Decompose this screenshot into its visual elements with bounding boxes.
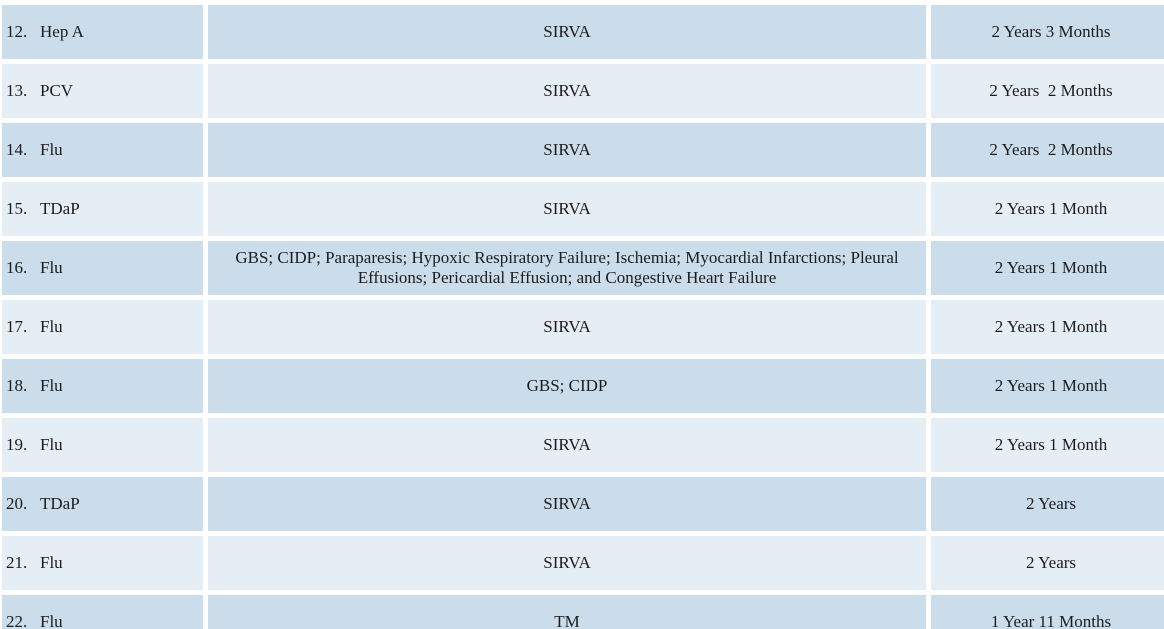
- row-number: 12.: [6, 22, 28, 41]
- table-row: 17. Flu SIRVA 2 Years 1 Month: [2, 300, 1164, 354]
- injury-cell: SIRVA: [208, 5, 926, 59]
- duration-cell: 2 Years 1 Month: [931, 300, 1164, 354]
- duration-cell: 2 Years: [931, 477, 1164, 531]
- table-row: 15. TDaP SIRVA 2 Years 1 Month: [2, 182, 1164, 236]
- duration-cell: 1 Year 11 Months: [931, 595, 1164, 629]
- duration-cell: 2 Years: [931, 536, 1164, 590]
- vaccine-name: Flu: [40, 553, 63, 572]
- table-body: 12. Hep A SIRVA 2 Years 3 Months 13. PCV S…: [2, 5, 1164, 629]
- duration-cell: 2 Years 1 Month: [931, 182, 1164, 236]
- vaccine-name: Flu: [40, 376, 63, 395]
- vaccine-cell: 19. Flu: [2, 418, 203, 472]
- table-row: 16. Flu GBS; CIDP; Paraparesis; Hypoxic R…: [2, 241, 1164, 295]
- vaccine-cell: 12. Hep A: [2, 5, 203, 59]
- row-number: 18.: [6, 376, 28, 395]
- table-row: 20. TDaP SIRVA 2 Years: [2, 477, 1164, 531]
- injury-cell: SIRVA: [208, 536, 926, 590]
- duration-cell: 2 Years 1 Month: [931, 418, 1164, 472]
- vaccine-cell: 14. Flu: [2, 123, 203, 177]
- duration-cell: 2 Years 2 Months: [931, 123, 1164, 177]
- vaccine-cell: 18. Flu: [2, 359, 203, 413]
- table-row: 19. Flu SIRVA 2 Years 1 Month: [2, 418, 1164, 472]
- vaccine-cell: 21. Flu: [2, 536, 203, 590]
- duration-cell: 2 Years 1 Month: [931, 241, 1164, 295]
- row-number: 15.: [6, 199, 28, 218]
- table-row: 12. Hep A SIRVA 2 Years 3 Months: [2, 5, 1164, 59]
- vaccine-cell: 17. Flu: [2, 300, 203, 354]
- vaccine-name: Hep A: [40, 22, 84, 41]
- vaccine-name: Flu: [40, 140, 63, 159]
- row-number: 20.: [6, 494, 28, 513]
- injury-cell: SIRVA: [208, 123, 926, 177]
- injury-cell: GBS; CIDP; Paraparesis; Hypoxic Respirat…: [208, 241, 926, 295]
- table-row: 22. Flu TM 1 Year 11 Months: [2, 595, 1164, 629]
- table-row: 21. Flu SIRVA 2 Years: [2, 536, 1164, 590]
- injury-cell: SIRVA: [208, 182, 926, 236]
- row-number: 19.: [6, 435, 28, 454]
- vaccine-cell: 13. PCV: [2, 64, 203, 118]
- row-number: 22.: [6, 612, 28, 629]
- vaccine-name: TDaP: [40, 494, 80, 513]
- row-number: 14.: [6, 140, 28, 159]
- vaccine-name: Flu: [40, 258, 63, 277]
- table-row: 13. PCV SIRVA 2 Years 2 Months: [2, 64, 1164, 118]
- duration-cell: 2 Years 1 Month: [931, 359, 1164, 413]
- table-row: 18. Flu GBS; CIDP 2 Years 1 Month: [2, 359, 1164, 413]
- vaccine-cell: 16. Flu: [2, 241, 203, 295]
- vaccine-name: Flu: [40, 435, 63, 454]
- row-number: 16.: [6, 258, 28, 277]
- row-number: 13.: [6, 81, 28, 100]
- injury-cell: SIRVA: [208, 64, 926, 118]
- injury-cell: GBS; CIDP: [208, 359, 926, 413]
- vaccine-name: TDaP: [40, 199, 80, 218]
- vaccine-name: Flu: [40, 317, 63, 336]
- vaccine-name: PCV: [40, 81, 74, 100]
- row-number: 17.: [6, 317, 28, 336]
- row-number: 21.: [6, 553, 28, 572]
- duration-cell: 2 Years 3 Months: [931, 5, 1164, 59]
- injury-cell: SIRVA: [208, 477, 926, 531]
- vaccine-name: Flu: [40, 612, 63, 629]
- injury-cell: TM: [208, 595, 926, 629]
- vaccine-cell: 20. TDaP: [2, 477, 203, 531]
- duration-cell: 2 Years 2 Months: [931, 64, 1164, 118]
- injury-cell: SIRVA: [208, 418, 926, 472]
- vaccine-cell: 22. Flu: [2, 595, 203, 629]
- injury-cell: SIRVA: [208, 300, 926, 354]
- table-row: 14. Flu SIRVA 2 Years 2 Months: [2, 123, 1164, 177]
- vaccine-cell: 15. TDaP: [2, 182, 203, 236]
